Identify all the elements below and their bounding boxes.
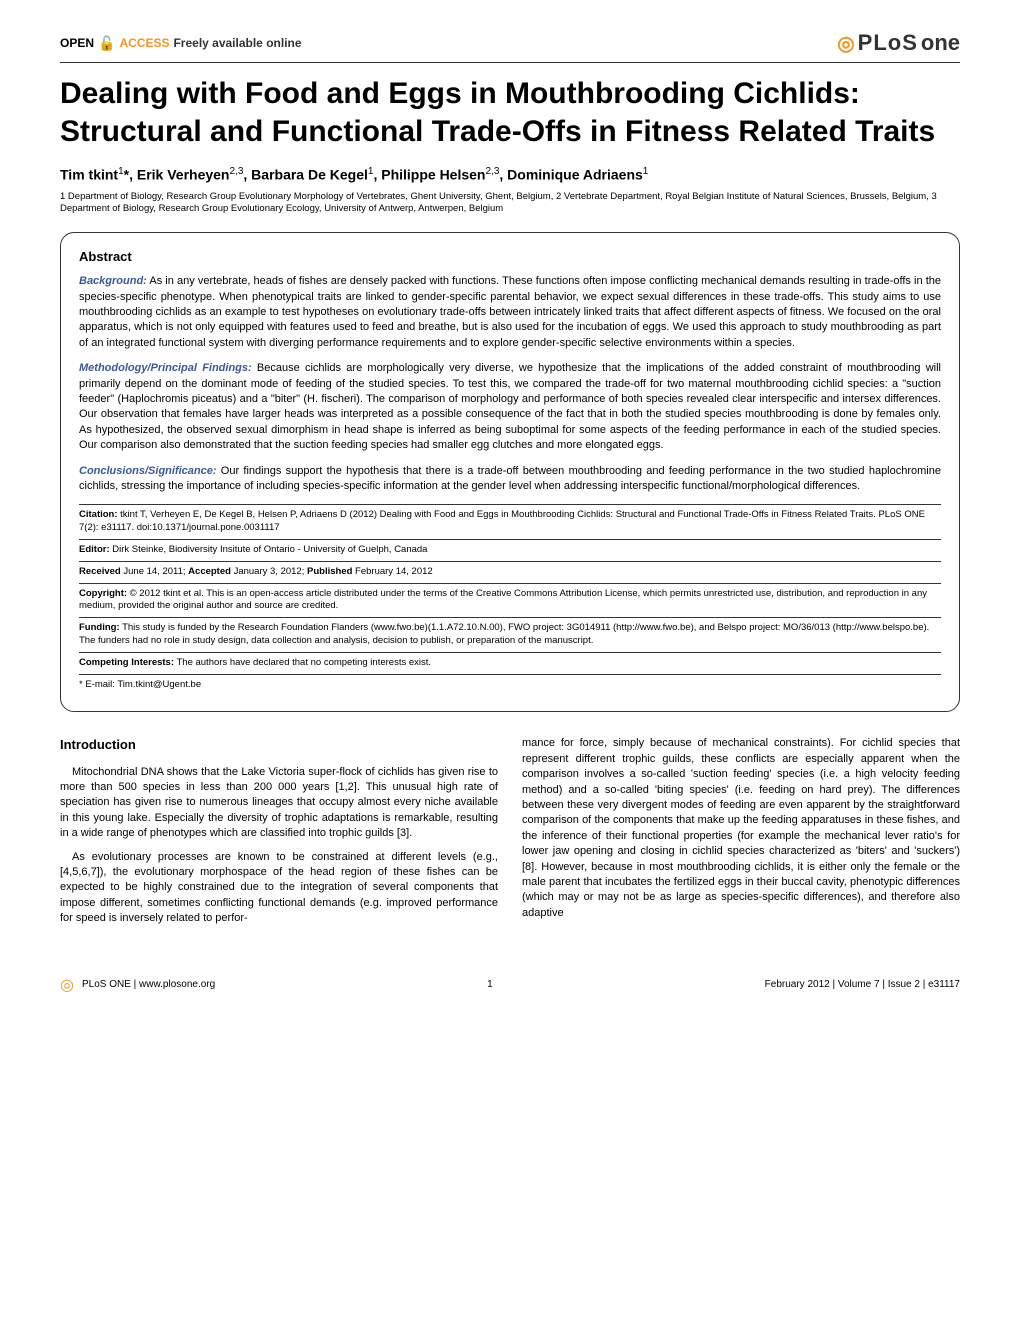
published-label: Published bbox=[307, 566, 352, 577]
footer-site: PLoS ONE | www.plosone.org bbox=[82, 979, 215, 990]
dates-row: Received June 14, 2011; Accepted January… bbox=[79, 562, 941, 584]
intro-heading: Introduction bbox=[60, 736, 498, 754]
abstract-background: Background: As in any vertebrate, heads … bbox=[79, 274, 941, 351]
published-text: February 14, 2012 bbox=[352, 566, 432, 577]
conclusions-lead: Conclusions/Significance: bbox=[79, 465, 217, 477]
freely-label: Freely available online bbox=[173, 36, 301, 50]
footer-left: ◎ PLoS ONE | www.plosone.org bbox=[60, 975, 215, 995]
journal-one: one bbox=[921, 30, 960, 56]
footer-issue: February 2012 | Volume 7 | Issue 2 | e31… bbox=[765, 979, 960, 990]
intro-p3: mance for force, simply because of mecha… bbox=[522, 736, 960, 921]
accepted-text: January 3, 2012; bbox=[231, 566, 307, 577]
background-lead: Background: bbox=[79, 275, 147, 287]
citation-label: Citation: bbox=[79, 509, 118, 520]
open-access-badge: OPEN 🔓 ACCESS Freely available online bbox=[60, 35, 302, 52]
access-label: ACCESS bbox=[119, 36, 169, 50]
copyright-text: © 2012 tkint et al. This is an open-acce… bbox=[79, 588, 927, 612]
email-row: * E-mail: Tim.tkint@Ugent.be bbox=[79, 675, 941, 696]
meta-block: Citation: tkint T, Verheyen E, De Kegel … bbox=[79, 504, 941, 695]
abstract-methods: Methodology/Principal Findings: Because … bbox=[79, 361, 941, 453]
right-column: mance for force, simply because of mecha… bbox=[522, 736, 960, 934]
ring-icon: ◎ bbox=[837, 31, 854, 56]
funding-row: Funding: This study is funded by the Res… bbox=[79, 618, 941, 653]
intro-p2: As evolutionary processes are known to b… bbox=[60, 850, 498, 927]
received-text: June 14, 2011; bbox=[121, 566, 188, 577]
abstract-conclusions: Conclusions/Significance: Our findings s… bbox=[79, 464, 941, 495]
footer-ring-icon: ◎ bbox=[60, 975, 74, 995]
body-columns: Introduction Mitochondrial DNA shows tha… bbox=[60, 736, 960, 934]
header-bar: OPEN 🔓 ACCESS Freely available online ◎ … bbox=[60, 30, 960, 63]
authors-list: Tim tkint1*, Erik Verheyen2,3, Barbara D… bbox=[60, 166, 960, 183]
competing-row: Competing Interests: The authors have de… bbox=[79, 653, 941, 675]
methods-text: Because cichlids are morphologically ver… bbox=[79, 362, 941, 451]
funding-text: This study is funded by the Research Fou… bbox=[79, 622, 929, 646]
competing-text: The authors have declared that no compet… bbox=[174, 657, 431, 668]
editor-text: Dirk Steinke, Biodiversity Insitute of O… bbox=[110, 544, 428, 555]
methods-lead: Methodology/Principal Findings: bbox=[79, 362, 252, 374]
lock-icon: 🔓 bbox=[98, 35, 115, 52]
journal-plos: PLoS bbox=[858, 30, 918, 56]
abstract-box: Abstract Background: As in any vertebrat… bbox=[60, 232, 960, 712]
funding-label: Funding: bbox=[79, 622, 120, 633]
open-label: OPEN bbox=[60, 36, 94, 50]
citation-text: tkint T, Verheyen E, De Kegel B, Helsen … bbox=[79, 509, 925, 533]
editor-label: Editor: bbox=[79, 544, 110, 555]
left-column: Introduction Mitochondrial DNA shows tha… bbox=[60, 736, 498, 934]
abstract-heading: Abstract bbox=[79, 249, 941, 264]
editor-row: Editor: Dirk Steinke, Biodiversity Insit… bbox=[79, 540, 941, 562]
article-title: Dealing with Food and Eggs in Mouthbrood… bbox=[60, 75, 960, 150]
accepted-label: Accepted bbox=[188, 566, 231, 577]
affiliations: 1 Department of Biology, Research Group … bbox=[60, 191, 960, 217]
copyright-label: Copyright: bbox=[79, 588, 127, 599]
citation-row: Citation: tkint T, Verheyen E, De Kegel … bbox=[79, 505, 941, 540]
copyright-row: Copyright: © 2012 tkint et al. This is a… bbox=[79, 584, 941, 619]
journal-logo: ◎ PLoS one bbox=[837, 30, 960, 56]
competing-label: Competing Interests: bbox=[79, 657, 174, 668]
intro-p1: Mitochondrial DNA shows that the Lake Vi… bbox=[60, 765, 498, 842]
background-text: As in any vertebrate, heads of fishes ar… bbox=[79, 275, 941, 349]
footer: ◎ PLoS ONE | www.plosone.org 1 February … bbox=[60, 975, 960, 995]
received-label: Received bbox=[79, 566, 121, 577]
footer-page: 1 bbox=[487, 979, 493, 990]
